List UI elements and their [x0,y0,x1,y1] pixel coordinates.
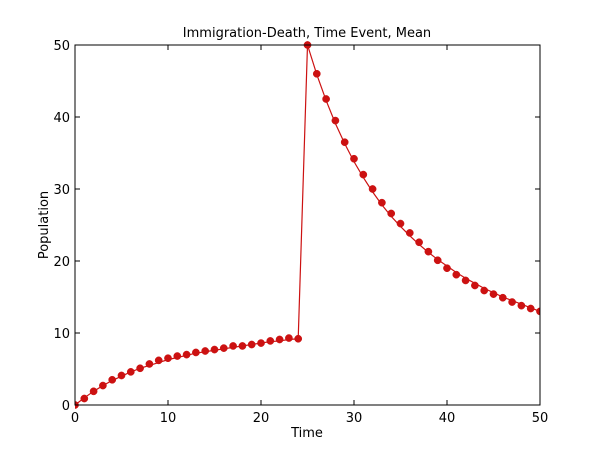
data-point [117,371,126,380]
data-point [424,247,433,256]
data-point [480,286,489,295]
y-tick-label: 50 [53,39,70,54]
data-point [312,69,321,78]
data-point [517,301,526,310]
data-point [331,116,340,125]
data-point [461,276,470,285]
data-point [508,298,516,306]
data-point [498,293,507,302]
y-axis-label: Population [37,191,52,259]
data-point [443,264,451,273]
data-point [80,394,89,403]
data-point [396,219,405,228]
data-point [154,356,163,365]
x-tick-label: 20 [253,411,270,426]
data-point [99,381,107,390]
data-point [108,375,117,384]
x-axis-label: Time [290,426,323,441]
data-point [368,185,377,193]
data-point [164,354,172,363]
y-tick-label: 20 [53,255,70,270]
data-point [238,342,247,350]
data-point [182,350,191,359]
data-point [173,352,182,360]
data-point [340,138,349,147]
data-point [145,360,154,368]
data-point [275,335,284,344]
data-point [350,154,358,163]
data-point [229,342,237,350]
chart-title: Immigration-Death, Time Event, Mean [183,26,431,41]
data-point [266,337,275,345]
data-point [89,387,98,396]
data-point [433,256,442,265]
data-point [294,334,303,343]
data-point [471,281,479,290]
data-point [387,209,396,218]
x-tick-label: 0 [71,411,79,426]
x-tick-label: 30 [346,411,363,426]
data-point [405,229,414,237]
data-point [359,170,368,179]
data-point [415,238,423,247]
data-point [192,348,200,357]
y-tick-label: 40 [53,111,70,126]
x-tick-label: 10 [160,411,177,426]
axes-frame [74,44,541,406]
y-tick-label: 30 [53,183,70,198]
data-point [452,270,461,279]
data-point [210,345,219,354]
y-tick-label: 0 [62,399,70,414]
data-point [136,364,144,373]
data-point [257,339,265,347]
data-point [247,340,256,349]
data-point [126,368,135,376]
data-point [378,198,386,207]
data-point [536,307,540,316]
data-point [219,344,228,352]
y-tick-label: 10 [53,327,70,342]
x-tick-label: 40 [439,411,456,426]
data-point [322,95,330,103]
data-point [526,304,535,313]
x-tick-label: 50 [532,411,549,426]
axis-ticks: 0 10 20 30 40 50 0 10 20 30 40 50 [53,39,548,426]
data-point [285,334,293,342]
data-point [201,347,210,355]
plot-area [75,41,540,409]
data-point [489,290,498,298]
